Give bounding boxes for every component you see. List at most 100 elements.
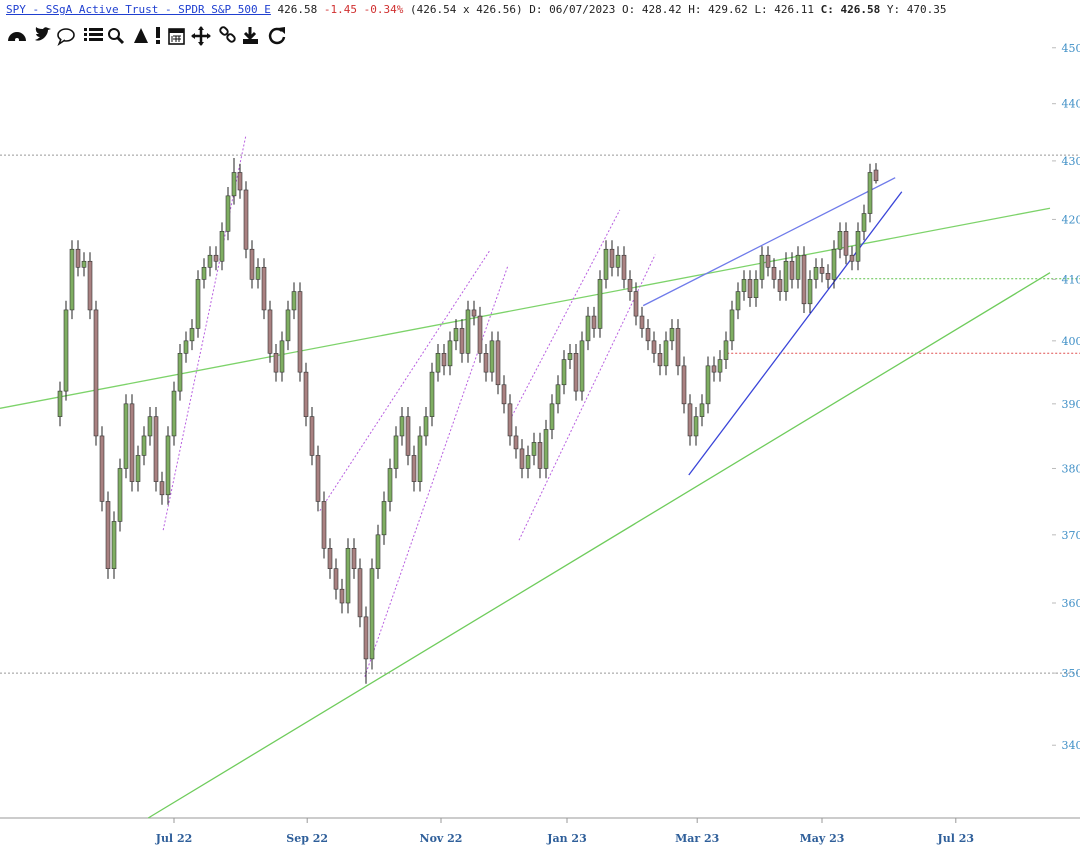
candle-body bbox=[639, 315, 645, 329]
candle-body bbox=[123, 403, 129, 469]
candle-body bbox=[759, 254, 765, 280]
y-tick-label: 350 bbox=[1062, 667, 1080, 680]
candle-body bbox=[681, 365, 687, 405]
candle-body bbox=[855, 231, 861, 262]
candle-body bbox=[333, 568, 339, 590]
candle-body bbox=[615, 254, 621, 268]
triangle-icon[interactable] bbox=[134, 28, 148, 43]
bid-ask: (426.54 x 426.56) bbox=[410, 3, 523, 16]
candle-body bbox=[189, 328, 195, 342]
open: O: 428.42 bbox=[621, 3, 682, 16]
candle-body bbox=[327, 548, 333, 569]
candle-body bbox=[807, 279, 813, 305]
candle-body bbox=[141, 435, 147, 456]
close: C: 426.58 bbox=[820, 3, 881, 16]
date: D: 06/07/2023 bbox=[529, 3, 616, 16]
candle-body bbox=[549, 403, 555, 430]
list-icon[interactable] bbox=[84, 28, 103, 41]
twitter-icon[interactable] bbox=[35, 27, 51, 41]
search-icon[interactable] bbox=[108, 28, 125, 45]
trend-line bbox=[147, 272, 1051, 819]
y-tick-label: 340 bbox=[1062, 739, 1080, 752]
candle-body bbox=[675, 328, 681, 367]
candle-body bbox=[471, 309, 477, 317]
candle-body bbox=[723, 340, 729, 360]
candle-body bbox=[399, 416, 405, 437]
candle-body bbox=[795, 254, 801, 280]
candle-body bbox=[699, 403, 705, 417]
candle-body bbox=[93, 309, 99, 437]
x-tick-label: Jul 23 bbox=[937, 832, 975, 845]
candle-body bbox=[147, 416, 153, 437]
candle-body bbox=[819, 266, 825, 274]
candle-body bbox=[171, 390, 177, 437]
y-tick-label: 420 bbox=[1062, 213, 1080, 226]
candle-body bbox=[489, 340, 495, 373]
candle-body bbox=[627, 279, 633, 292]
candle-body bbox=[249, 248, 255, 280]
move-icon[interactable] bbox=[191, 26, 211, 46]
y-tick-label: 380 bbox=[1062, 462, 1080, 475]
candle-body bbox=[237, 172, 243, 191]
candle-body bbox=[303, 371, 309, 417]
trend-line bbox=[518, 254, 656, 541]
candle-body bbox=[441, 353, 447, 367]
candle-body bbox=[255, 266, 261, 280]
candle-body bbox=[711, 365, 717, 373]
candle-body bbox=[801, 254, 807, 305]
symbol-link[interactable]: SPY - SSgA Active Trust - SPDR S&P 500 E bbox=[6, 3, 271, 16]
candle-body bbox=[585, 315, 591, 342]
candle-body bbox=[225, 195, 231, 232]
candle-body bbox=[243, 189, 249, 250]
candle-body bbox=[645, 328, 651, 342]
change-pct: -0.34% bbox=[363, 3, 404, 16]
x-tick-label: Jul 22 bbox=[155, 832, 193, 845]
candle-body bbox=[129, 403, 135, 482]
calendar-icon[interactable] bbox=[168, 28, 185, 45]
candle-body bbox=[309, 416, 315, 456]
link-icon[interactable] bbox=[219, 26, 236, 43]
low: L: 426.11 bbox=[754, 3, 815, 16]
candle-body bbox=[435, 353, 441, 373]
candle-body bbox=[381, 501, 387, 536]
change: -1.45 bbox=[323, 3, 358, 16]
candle-body bbox=[273, 353, 279, 373]
candle-body bbox=[153, 416, 159, 482]
candle-body bbox=[99, 435, 105, 502]
quote-header: SPY - SSgA Active Trust - SPDR S&P 500 E… bbox=[6, 3, 947, 16]
candle-body bbox=[789, 260, 795, 280]
candle-body bbox=[261, 266, 267, 311]
candle-body bbox=[831, 248, 837, 280]
candle-body bbox=[315, 455, 321, 502]
comment-icon[interactable] bbox=[57, 28, 75, 46]
candle-body bbox=[321, 501, 327, 549]
download-icon[interactable] bbox=[243, 27, 258, 44]
refresh-icon[interactable] bbox=[268, 27, 286, 45]
candle-body bbox=[75, 248, 81, 268]
candle-body bbox=[339, 588, 345, 604]
y-tick-label: 370 bbox=[1062, 529, 1080, 542]
candle-body bbox=[423, 416, 429, 437]
candle-body bbox=[453, 328, 459, 342]
candle-body bbox=[771, 266, 777, 280]
candle-body bbox=[669, 328, 675, 342]
candle-body bbox=[207, 254, 213, 268]
candle-body bbox=[351, 548, 357, 569]
candle-body bbox=[411, 455, 417, 482]
dashboard-icon[interactable] bbox=[8, 32, 26, 42]
candle-body bbox=[579, 340, 585, 392]
y-tick-label: 410 bbox=[1062, 273, 1080, 286]
candle-body bbox=[105, 501, 111, 569]
y-tick-label: 390 bbox=[1062, 398, 1080, 411]
candle-body bbox=[561, 359, 567, 386]
candle-body bbox=[567, 353, 573, 360]
candle-body bbox=[369, 568, 375, 660]
candle-body bbox=[717, 359, 723, 373]
candle-body bbox=[603, 248, 609, 280]
candle-body bbox=[267, 309, 273, 354]
candle-body bbox=[57, 390, 63, 417]
candle-body bbox=[459, 328, 465, 354]
candle-body bbox=[219, 231, 225, 262]
candle-body bbox=[657, 353, 663, 367]
alert-icon[interactable] bbox=[156, 27, 160, 44]
